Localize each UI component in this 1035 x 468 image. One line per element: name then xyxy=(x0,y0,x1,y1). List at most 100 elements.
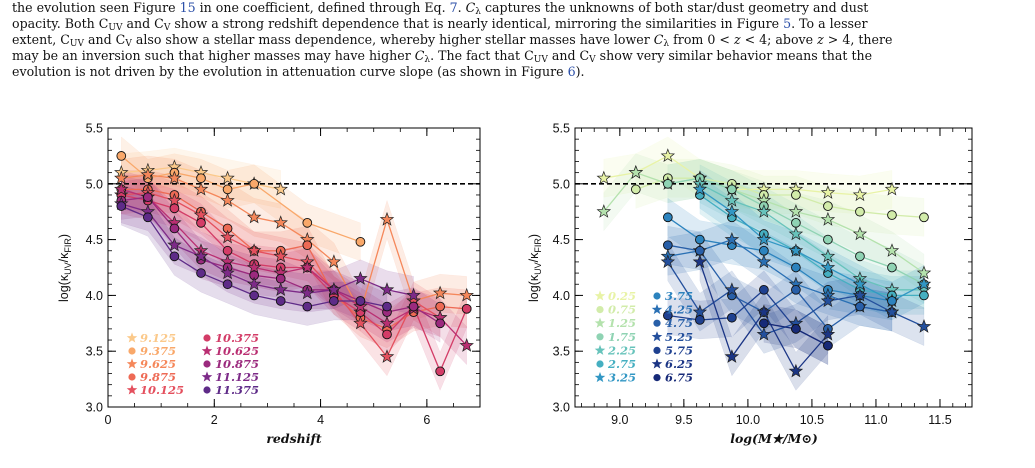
right-point-star xyxy=(724,192,740,207)
right-point-circle xyxy=(662,178,673,189)
left-legend-label: 9.625 xyxy=(140,357,176,371)
left-band-2 xyxy=(121,155,467,332)
left-point-circle xyxy=(116,151,127,161)
left-legend-label: 10.875 xyxy=(215,357,259,371)
left-point-circle xyxy=(196,218,206,228)
left-point-star xyxy=(379,282,395,297)
right-point-star xyxy=(820,185,836,199)
right-x-axis-label: log(M★/M⊙) xyxy=(730,431,818,446)
right-point-star xyxy=(724,282,740,297)
left-band-edge-0 xyxy=(121,147,281,209)
left-point-circle xyxy=(169,251,180,262)
right-point-circle xyxy=(662,212,673,223)
left-point-star xyxy=(432,285,448,300)
left-point-circle xyxy=(382,329,392,340)
right-legend-circle-icon xyxy=(653,292,661,300)
right-point-circle xyxy=(887,296,897,306)
left-point-circle xyxy=(435,366,445,377)
para-line-1: the evolution seen Figure 15 in one coef… xyxy=(12,0,869,17)
right-point-circle xyxy=(759,284,769,295)
right-point-star xyxy=(756,326,772,341)
right-legend-circle-icon xyxy=(653,346,661,354)
left-point-star xyxy=(353,299,368,313)
right-band-13 xyxy=(763,304,828,365)
right-legend-circle-icon xyxy=(596,333,604,341)
left-legend-circle-icon xyxy=(128,373,136,381)
right-legend-label: 0.75 xyxy=(608,303,636,317)
left-point-circle xyxy=(196,268,206,278)
right-y-axis-label: log(κUV/κFIR) xyxy=(527,234,543,302)
right-series-line-9 xyxy=(667,244,893,330)
left-point-circle xyxy=(249,290,259,301)
left-point-star xyxy=(273,248,288,263)
para-line-5: evolution is not driven by the evolution… xyxy=(12,64,585,79)
right-point-star xyxy=(820,259,836,274)
right-point-star xyxy=(788,204,804,218)
left-point-circle xyxy=(222,245,233,256)
left-point-star xyxy=(300,285,315,300)
right-point-circle xyxy=(855,206,865,217)
right-point-circle xyxy=(759,318,769,329)
left-point-circle xyxy=(302,240,313,251)
right-point-circle xyxy=(759,245,769,256)
left-y-tick-label: 4.0 xyxy=(86,289,103,303)
left-point-star xyxy=(246,243,262,257)
right-point-star xyxy=(820,293,836,308)
right-point-star xyxy=(692,181,708,196)
left-legend-star-icon xyxy=(126,358,138,369)
left-legend-star-icon xyxy=(201,345,213,356)
right-point-circle xyxy=(919,212,929,223)
right-y-tick-label: 3.0 xyxy=(553,401,570,415)
left-x-tick-label: 4 xyxy=(317,413,324,427)
right-legend-star-icon xyxy=(594,372,606,383)
left-band-edge-2 xyxy=(121,155,467,332)
right-point-circle xyxy=(855,251,865,262)
right-point-circle xyxy=(791,324,801,334)
left-point-circle xyxy=(143,212,153,223)
left-y-tick-label: 3.0 xyxy=(86,401,103,415)
left-band-edge-7 xyxy=(121,177,441,343)
right-legend-circle-icon xyxy=(596,360,604,368)
para-line-2: opacity. Both CUV and CV show a strong r… xyxy=(12,16,868,33)
right-band-11 xyxy=(667,270,828,365)
right-y-tick-label: 4.5 xyxy=(553,233,570,247)
para-line-3: extent, CUV and CV also show a stellar m… xyxy=(12,32,893,49)
right-legend-star-icon xyxy=(651,358,663,369)
right-point-circle xyxy=(887,210,897,220)
left-legend-label: 10.375 xyxy=(215,331,259,345)
left-point-circle xyxy=(249,178,259,189)
right-x-tick-label: 11.5 xyxy=(928,413,951,427)
left-y-tick-label: 5.5 xyxy=(86,122,103,136)
right-legend-label: 1.25 xyxy=(608,316,636,330)
right-point-star xyxy=(852,276,868,291)
right-legend-star-icon xyxy=(651,304,663,315)
right-legend-star-icon xyxy=(594,344,606,355)
right-point-star xyxy=(852,287,868,302)
left-point-star xyxy=(379,349,395,363)
right-point-circle xyxy=(695,245,705,256)
left-point-star xyxy=(273,282,288,297)
right-series-markers xyxy=(596,148,932,378)
left-point-circle xyxy=(222,279,233,290)
right-y-tick-label: 5.0 xyxy=(553,177,570,191)
left-point-circle xyxy=(116,201,127,211)
right-point-circle xyxy=(630,184,641,195)
right-band-edge-13 xyxy=(763,304,829,366)
left-y-tick-label: 3.5 xyxy=(86,345,103,359)
right-point-circle xyxy=(727,312,737,323)
left-point-star xyxy=(220,229,235,244)
left-point-star xyxy=(220,265,235,280)
right-point-circle xyxy=(823,201,833,211)
right-band-edge-8 xyxy=(667,220,893,332)
left-point-star xyxy=(246,276,262,291)
right-x-tick-label: 9.5 xyxy=(675,413,692,427)
right-point-circle xyxy=(727,184,737,195)
left-point-star xyxy=(246,259,262,274)
left-point-star xyxy=(114,181,129,196)
right-y-tick-label: 4.0 xyxy=(553,289,570,303)
left-legend-circle-icon xyxy=(203,334,211,342)
right-point-star xyxy=(692,304,708,319)
right-point-circle xyxy=(791,218,801,228)
right-legend-label: 4.75 xyxy=(665,316,693,330)
right-point-star xyxy=(884,181,900,196)
